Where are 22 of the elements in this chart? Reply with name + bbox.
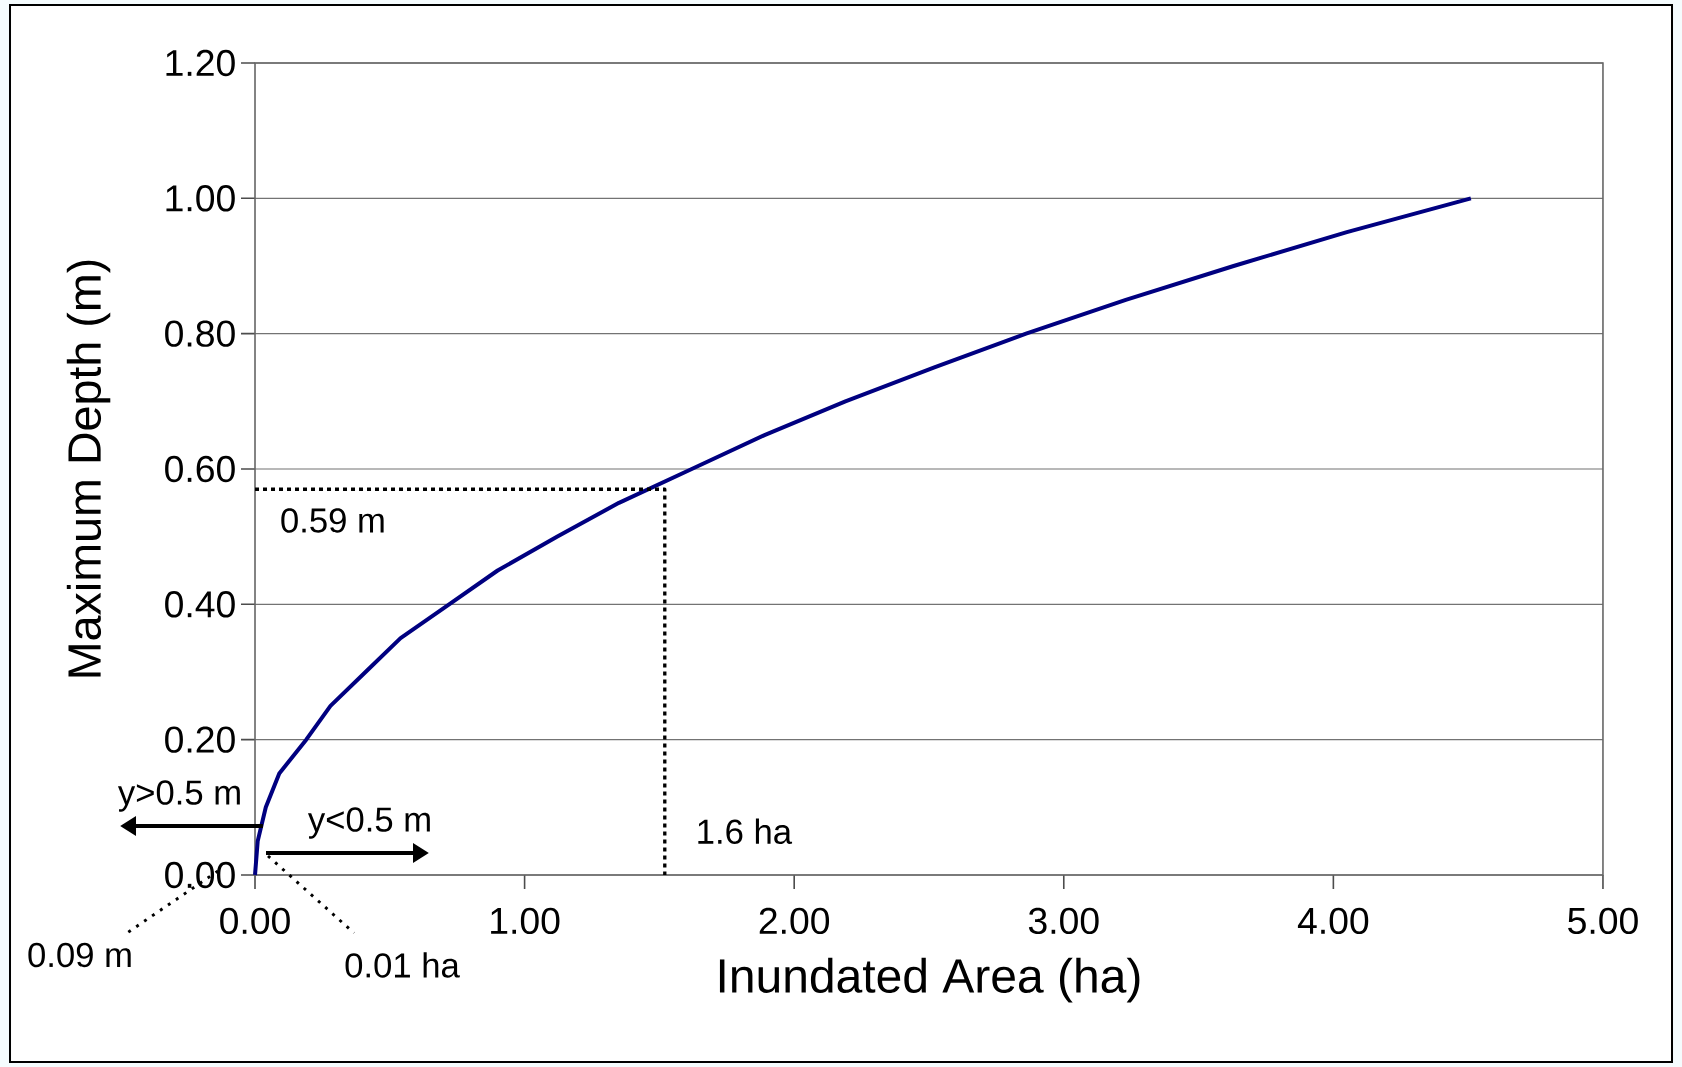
y-tick-label: 1.00 xyxy=(166,185,235,212)
annotation: 0.59 m xyxy=(281,508,384,533)
x-axis-title: Inundated Area (ha) xyxy=(719,957,1140,1003)
y-tick-label: 0.40 xyxy=(165,591,235,618)
y-tick-label: 0.60 xyxy=(165,455,235,483)
x-tick-label: 5.00 xyxy=(1568,907,1638,935)
y-tick-label: 1.20 xyxy=(166,49,235,77)
line-series xyxy=(253,196,1473,877)
y-tick-label: 0.00 xyxy=(165,861,235,889)
x-tick-label: 3.00 xyxy=(1028,907,1099,935)
y-tick-label: 0.20 xyxy=(165,726,235,753)
annotation: 1.6 ha xyxy=(698,818,793,845)
x-tick-label: 2.00 xyxy=(759,907,830,935)
x-tick-label: 0.00 xyxy=(220,907,290,935)
x-tick-label: 1.00 xyxy=(491,907,560,935)
text: 0.01 ha xyxy=(345,952,460,978)
x-tick-label: 4.00 xyxy=(1297,907,1369,935)
annotation: y<0.5 m xyxy=(307,807,430,839)
text: y>0.5 m xyxy=(117,780,240,812)
text: 0.09 m xyxy=(28,942,131,968)
y-axis-title: Maximum Depth (m) xyxy=(66,260,111,677)
y-tick-label: 0.80 xyxy=(165,320,235,347)
